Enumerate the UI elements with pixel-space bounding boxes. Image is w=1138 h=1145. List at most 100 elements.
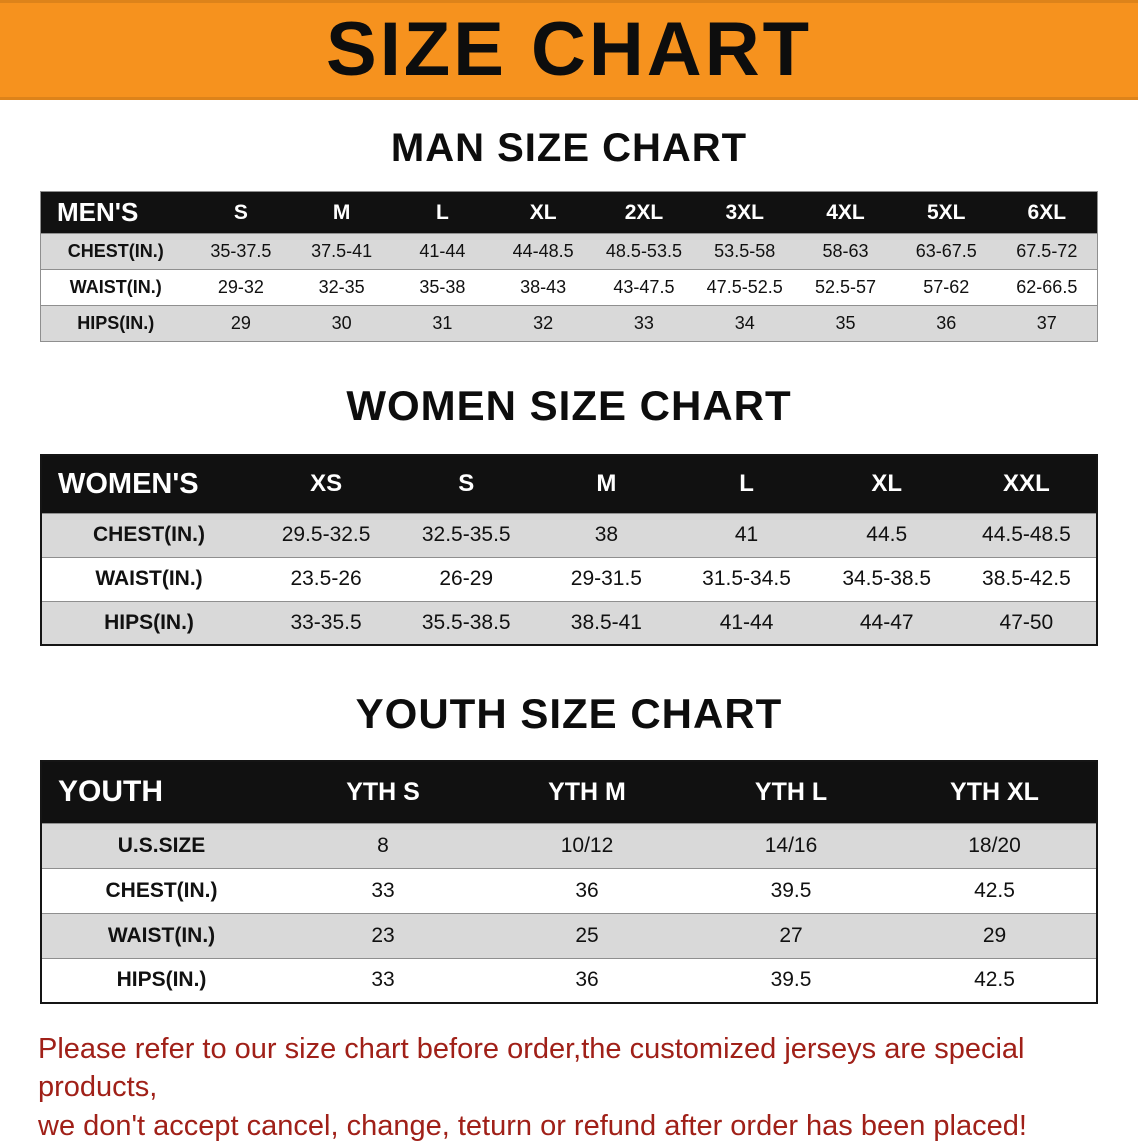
size-value-cell: 67.5-72 [996,233,1098,270]
table-group-label: WOMEN'S [41,455,256,513]
size-value-cell: 31.5-34.5 [676,556,817,601]
size-column-header: YTH XL [893,761,1097,823]
size-column-header: L [392,191,493,234]
size-value-cell: 36 [485,867,689,913]
size-value-cell: 36 [895,305,997,342]
size-value-cell: 37.5-41 [291,233,393,270]
size-value-cell: 29.5-32.5 [256,512,397,557]
youth-section: YOUTH SIZE CHART YOUTH YTH S YTH M YTH L YTH… [0,690,1138,1004]
size-column-header: M [291,191,393,234]
size-column-header: XXL [956,455,1097,513]
youth-size-table: YOUTH YTH S YTH M YTH L YTH XL U.S.SIZE 8 10/12… [40,760,1098,1004]
men-size-table: MEN'S S M L XL 2XL 3XL 4XL 5XL 6XL CHEST(IN.) 35-37… [40,191,1098,342]
size-value-cell: 42.5 [893,957,1097,1003]
disclaimer-line-2: we don't accept cancel, change, teturn o… [38,1109,1027,1142]
size-value-cell: 18/20 [893,822,1097,868]
men-section-title: MAN SIZE CHART [390,126,748,170]
women-section-title: WOMEN SIZE CHART [346,382,792,429]
size-value-cell: 26-29 [396,556,537,601]
size-value-cell: 10/12 [485,822,689,868]
size-value-cell: 44-47 [816,600,957,645]
row-label: HIPS(IN.) [41,957,281,1003]
table-header-row: WOMEN'S XS S M L XL XXL [41,455,1097,513]
size-value-cell: 58-63 [795,233,896,270]
table-row: HIPS(IN.) 33-35.5 35.5-38.5 38.5-41 41-44 44-… [41,600,1097,645]
size-value-cell: 41-44 [676,600,817,645]
row-label: CHEST(IN.) [41,512,256,557]
size-value-cell: 29 [190,305,292,342]
table-row: U.S.SIZE 8 10/12 14/16 18/20 [41,822,1097,868]
size-column-header: M [536,455,677,513]
size-value-cell: 39.5 [689,957,893,1003]
size-value-cell: 41-44 [392,233,493,270]
women-section: WOMEN SIZE CHART WOMEN'S XS S M L XL XXL CHEST(… [0,382,1138,646]
size-value-cell: 29-31.5 [536,556,677,601]
size-value-cell: 33-35.5 [256,600,397,645]
size-value-cell: 23 [281,912,485,958]
disclaimer-line-1: Please refer to our size chart before or… [38,1033,1025,1104]
table-row: WAIST(IN.) 29-32 32-35 35-38 38-43 43-47.5 47.… [40,269,1098,306]
size-column-header: 5XL [895,191,997,234]
row-label: WAIST(IN.) [41,912,281,958]
size-value-cell: 34 [694,305,796,342]
size-value-cell: 53.5-58 [694,233,796,270]
size-value-cell: 33 [281,957,485,1003]
size-value-cell: 47-50 [956,600,1097,645]
size-value-cell: 44-48.5 [492,233,594,270]
size-column-header: 6XL [996,191,1098,234]
table-header-row: YOUTH YTH S YTH M YTH L YTH XL [41,761,1097,823]
size-column-header: YTH S [281,761,485,823]
disclaimer: Please refer to our size chart before or… [38,1030,1100,1145]
youth-section-title: YOUTH SIZE CHART [355,690,783,737]
size-value-cell: 37 [996,305,1098,342]
size-column-header: 2XL [593,191,695,234]
table-group-label: MEN'S [40,191,191,234]
women-size-table: WOMEN'S XS S M L XL XXL CHEST(IN.) 29.5-32.5 32.5… [40,454,1098,646]
size-column-header: S [396,455,537,513]
table-row: WAIST(IN.) 23.5-26 26-29 29-31.5 31.5-34.5 34… [41,556,1097,601]
size-value-cell: 14/16 [689,822,893,868]
size-value-cell: 52.5-57 [795,269,896,306]
size-value-cell: 44.5-48.5 [956,512,1097,557]
size-column-header: XL [816,455,957,513]
size-value-cell: 23.5-26 [256,556,397,601]
size-value-cell: 38 [536,512,677,557]
size-column-header: XL [492,191,594,234]
size-column-header: S [190,191,292,234]
size-value-cell: 29 [893,912,1097,958]
size-value-cell: 41 [676,512,817,557]
size-column-header: 3XL [694,191,796,234]
row-label: WAIST(IN.) [40,269,191,306]
row-label: CHEST(IN.) [40,233,191,270]
men-section: MAN SIZE CHART MEN'S S M L XL 2XL 3XL 4XL 5XL 6XL… [0,126,1138,342]
table-row: CHEST(IN.) 35-37.5 37.5-41 41-44 44-48.5 48.5… [40,233,1098,270]
size-value-cell: 29-32 [190,269,292,306]
row-label: HIPS(IN.) [40,305,191,342]
size-value-cell: 34.5-38.5 [816,556,957,601]
size-column-header: XS [256,455,397,513]
size-chart-banner: SIZE CHART [0,0,1138,100]
size-column-header: YTH L [689,761,893,823]
size-value-cell: 38.5-41 [536,600,677,645]
size-value-cell: 33 [281,867,485,913]
size-value-cell: 57-62 [895,269,997,306]
row-label: HIPS(IN.) [41,600,256,645]
size-value-cell: 31 [392,305,493,342]
banner-title: SIZE CHART [326,7,812,92]
size-value-cell: 30 [291,305,393,342]
table-row: CHEST(IN.) 29.5-32.5 32.5-35.5 38 41 44.5 44.5… [41,512,1097,557]
size-value-cell: 35-38 [392,269,493,306]
size-value-cell: 47.5-52.5 [694,269,796,306]
size-column-header: 4XL [795,191,896,234]
size-value-cell: 38-43 [492,269,594,306]
table-row: WAIST(IN.) 23 25 27 29 [41,912,1097,958]
size-value-cell: 44.5 [816,512,957,557]
size-value-cell: 25 [485,912,689,958]
size-value-cell: 35.5-38.5 [396,600,537,645]
size-value-cell: 32 [492,305,594,342]
table-row: CHEST(IN.) 33 36 39.5 42.5 [41,867,1097,913]
size-value-cell: 48.5-53.5 [593,233,695,270]
size-value-cell: 38.5-42.5 [956,556,1097,601]
size-value-cell: 27 [689,912,893,958]
